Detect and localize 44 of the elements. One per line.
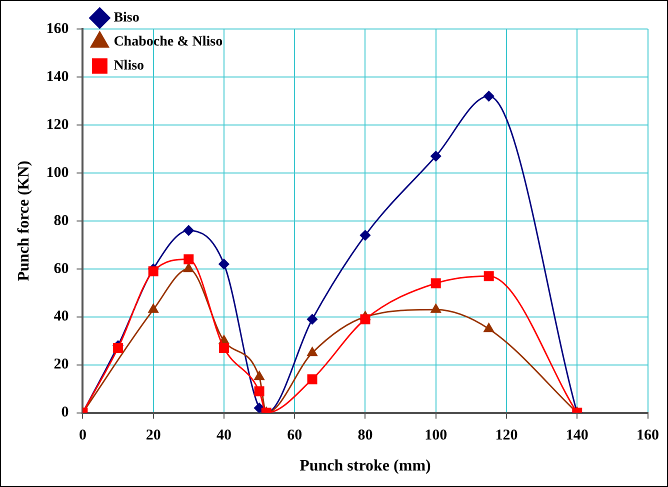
- y-tick-label: 60: [54, 260, 69, 277]
- x-tick-label: 100: [424, 428, 448, 444]
- point: [113, 343, 124, 354]
- point: [254, 371, 264, 380]
- y-tick-label: 0: [61, 404, 69, 421]
- x-tick-label: 140: [566, 428, 588, 444]
- legend-label: Nliso: [114, 58, 144, 74]
- point: [430, 304, 441, 313]
- x-tick-label: 160: [636, 428, 659, 444]
- x-tick-label: 40: [216, 428, 232, 444]
- point: [183, 225, 194, 236]
- point: [184, 263, 194, 272]
- x-tick-label: 0: [78, 428, 86, 444]
- point: [360, 230, 370, 241]
- y-tick-label: 40: [54, 308, 69, 325]
- point: [218, 258, 230, 270]
- y-axis-title: Punch force (KN): [16, 160, 33, 282]
- point: [148, 304, 158, 313]
- x-tick-label: 60: [287, 428, 302, 444]
- x-tick-label: 80: [358, 428, 373, 444]
- x-tick-label: 120: [495, 428, 518, 444]
- point: [307, 374, 318, 384]
- point: [430, 278, 441, 288]
- point: [218, 343, 229, 354]
- y-tick-label: 120: [46, 116, 69, 133]
- y-tick-label: 20: [54, 356, 69, 373]
- y-tick-label: 160: [46, 20, 69, 37]
- x-tick-label: 20: [146, 428, 161, 444]
- legend-label: Biso: [114, 10, 140, 26]
- point: [307, 314, 318, 324]
- y-tick-label: 140: [46, 68, 69, 85]
- y-tick-label: 100: [46, 164, 69, 181]
- point: [484, 323, 494, 332]
- point: [430, 150, 442, 162]
- point: [184, 254, 194, 264]
- y-tick-label: 80: [54, 212, 69, 229]
- point: [307, 347, 318, 356]
- point: [148, 266, 158, 276]
- point: [254, 402, 265, 413]
- point: [360, 314, 370, 324]
- x-axis-title: Punch stroke (mm): [300, 458, 431, 475]
- point: [484, 271, 494, 282]
- point: [254, 386, 264, 396]
- point: [484, 90, 494, 102]
